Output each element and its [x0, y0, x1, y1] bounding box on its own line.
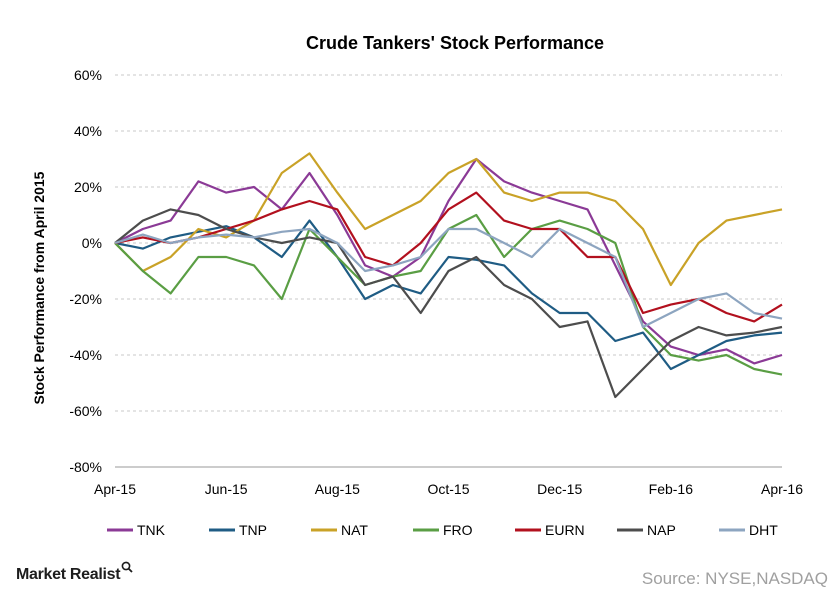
x-tick-label: Aug-15	[315, 481, 360, 497]
magnifier-icon	[121, 561, 133, 573]
series-line-tnk	[114, 157, 783, 365]
y-axis-label: Stock Performance from April 2015	[31, 171, 47, 404]
y-tick-label: -20%	[69, 291, 102, 307]
x-tick-label: Oct-15	[427, 481, 469, 497]
series-line-tnp	[114, 219, 783, 371]
x-tick-label: Apr-15	[94, 481, 136, 497]
legend-label: TNK	[137, 522, 166, 538]
series-line-nat	[114, 152, 783, 287]
legend-label: TNP	[239, 522, 267, 538]
chart-title: Crude Tankers' Stock Performance	[306, 33, 604, 53]
legend: TNK TNP NAT FRO EURN NAP DHT	[107, 522, 778, 538]
brand-logo: Market Realist	[16, 561, 133, 584]
series-lines	[114, 152, 783, 399]
y-tick-label: 60%	[74, 67, 102, 83]
source-note: Source: NYSE,NASDAQ	[641, 569, 828, 588]
x-tick-labels: Apr-15 Jun-15 Aug-15 Oct-15 Dec-15 Feb-16 Apr-…	[94, 481, 803, 497]
legend-label: DHT	[749, 522, 778, 538]
grid	[115, 74, 782, 468]
legend-label: FRO	[443, 522, 473, 538]
x-tick-label: Dec-15	[537, 481, 582, 497]
legend-label: NAP	[647, 522, 676, 538]
y-tick-labels: 60% 40% 20% 0% -20% -40% -60% -80%	[69, 67, 102, 475]
series-line-nap	[114, 208, 783, 399]
y-tick-label: 40%	[74, 123, 102, 139]
x-tick-label: Feb-16	[649, 481, 694, 497]
y-tick-label: 20%	[74, 179, 102, 195]
x-tick-label: Jun-15	[205, 481, 248, 497]
legend-label: EURN	[545, 522, 585, 538]
y-tick-label: -40%	[69, 347, 102, 363]
y-tick-label: 0%	[82, 235, 102, 251]
legend-label: NAT	[341, 522, 368, 538]
series-line-dht	[114, 227, 783, 329]
y-tick-label: -60%	[69, 403, 102, 419]
brand-name: Market Realist	[16, 566, 121, 583]
x-tick-label: Apr-16	[761, 481, 803, 497]
y-tick-label: -80%	[69, 459, 102, 475]
